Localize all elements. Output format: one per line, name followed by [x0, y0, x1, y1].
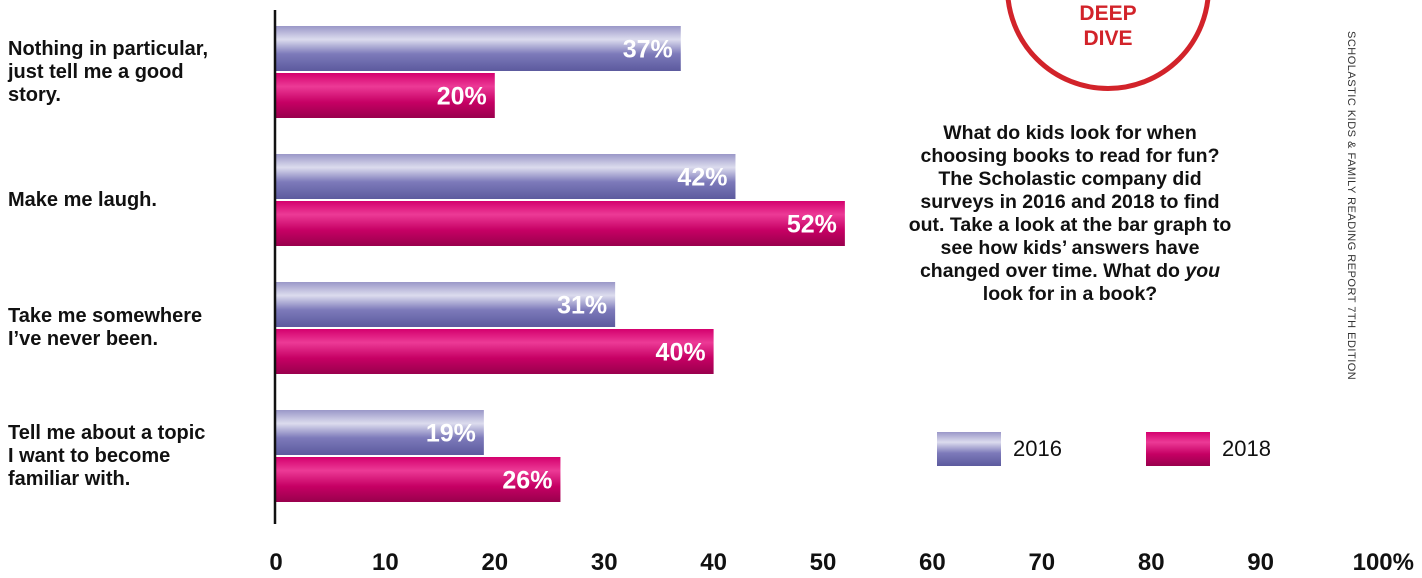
bar-label-2016-0: 37%: [623, 36, 673, 64]
bar-2018-1: [276, 201, 845, 246]
x-tick-label-5: 50: [810, 549, 837, 576]
category-label-1: Make me laugh.: [8, 188, 157, 211]
bar-label-2018-3: 26%: [502, 467, 552, 495]
x-tick-label-1: 10: [372, 549, 399, 576]
bar-label-2016-3: 19%: [426, 420, 476, 448]
x-tick-label-10: 100%: [1353, 549, 1414, 576]
description-part-1: What do kids look for when choosing book…: [908, 122, 1232, 282]
bar-label-2018-2: 40%: [656, 339, 706, 367]
x-tick-label-3: 30: [591, 549, 618, 576]
legend-label-2018: 2018: [1222, 436, 1271, 461]
x-tick-label-6: 60: [919, 549, 946, 576]
description-italic-word: you: [1185, 260, 1221, 282]
category-label-2: Take me somewhere I’ve never been.: [8, 305, 203, 350]
bar-label-2016-1: 42%: [677, 164, 727, 192]
x-tick-label-0: 0: [269, 549, 282, 576]
x-axis-ticks: 0 10 20 30 40 50 60 70 80 90 100%: [269, 549, 1414, 576]
bar-2016-2: [276, 282, 616, 327]
legend-swatch-2018: [1146, 432, 1210, 466]
source-credit: SCHOLASTIC KIDS & FAMILY READING REPORT …: [1345, 31, 1357, 381]
bar-2018-0: [276, 73, 495, 118]
legend-swatch-2016: [937, 432, 1001, 466]
bar-2018-2: [276, 329, 714, 374]
bar-2018-3: [276, 457, 561, 502]
x-tick-label-9: 90: [1247, 549, 1274, 576]
bar-2016-1: [276, 154, 736, 199]
bars-layer: 37% 20% 42% 52% 31% 40% 19% 26%: [276, 26, 845, 502]
x-tick-label-7: 70: [1028, 549, 1055, 576]
x-tick-label-4: 40: [700, 549, 727, 576]
x-tick-label-2: 20: [481, 549, 508, 576]
description-part-2: look for in a book?: [982, 283, 1158, 305]
category-label-0: Nothing in particular, just tell me a go…: [8, 37, 209, 106]
legend-label-2016: 2016: [1013, 436, 1062, 461]
bar-label-2016-2: 31%: [557, 292, 607, 320]
bar-label-2018-1: 52%: [787, 211, 837, 239]
description-text: What do kids look for when choosing book…: [905, 122, 1235, 306]
bar-label-2018-0: 20%: [437, 83, 487, 111]
category-label-3: Tell me about a topic I want to become f…: [8, 421, 206, 490]
badge-text: DEEP DIVE: [1079, 2, 1137, 50]
x-tick-label-8: 80: [1138, 549, 1165, 576]
bar-2016-3: [276, 410, 484, 455]
bar-2016-0: [276, 26, 681, 71]
